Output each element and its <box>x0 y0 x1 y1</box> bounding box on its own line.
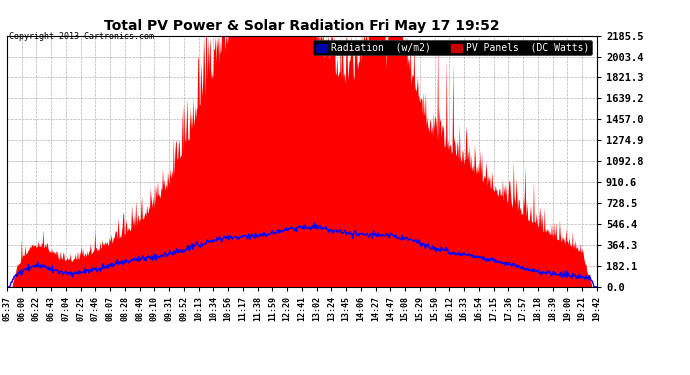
Legend: Radiation  (w/m2), PV Panels  (DC Watts): Radiation (w/m2), PV Panels (DC Watts) <box>313 40 592 56</box>
Title: Total PV Power & Solar Radiation Fri May 17 19:52: Total PV Power & Solar Radiation Fri May… <box>104 19 500 33</box>
Text: Copyright 2013 Cartronics.com: Copyright 2013 Cartronics.com <box>9 32 154 41</box>
